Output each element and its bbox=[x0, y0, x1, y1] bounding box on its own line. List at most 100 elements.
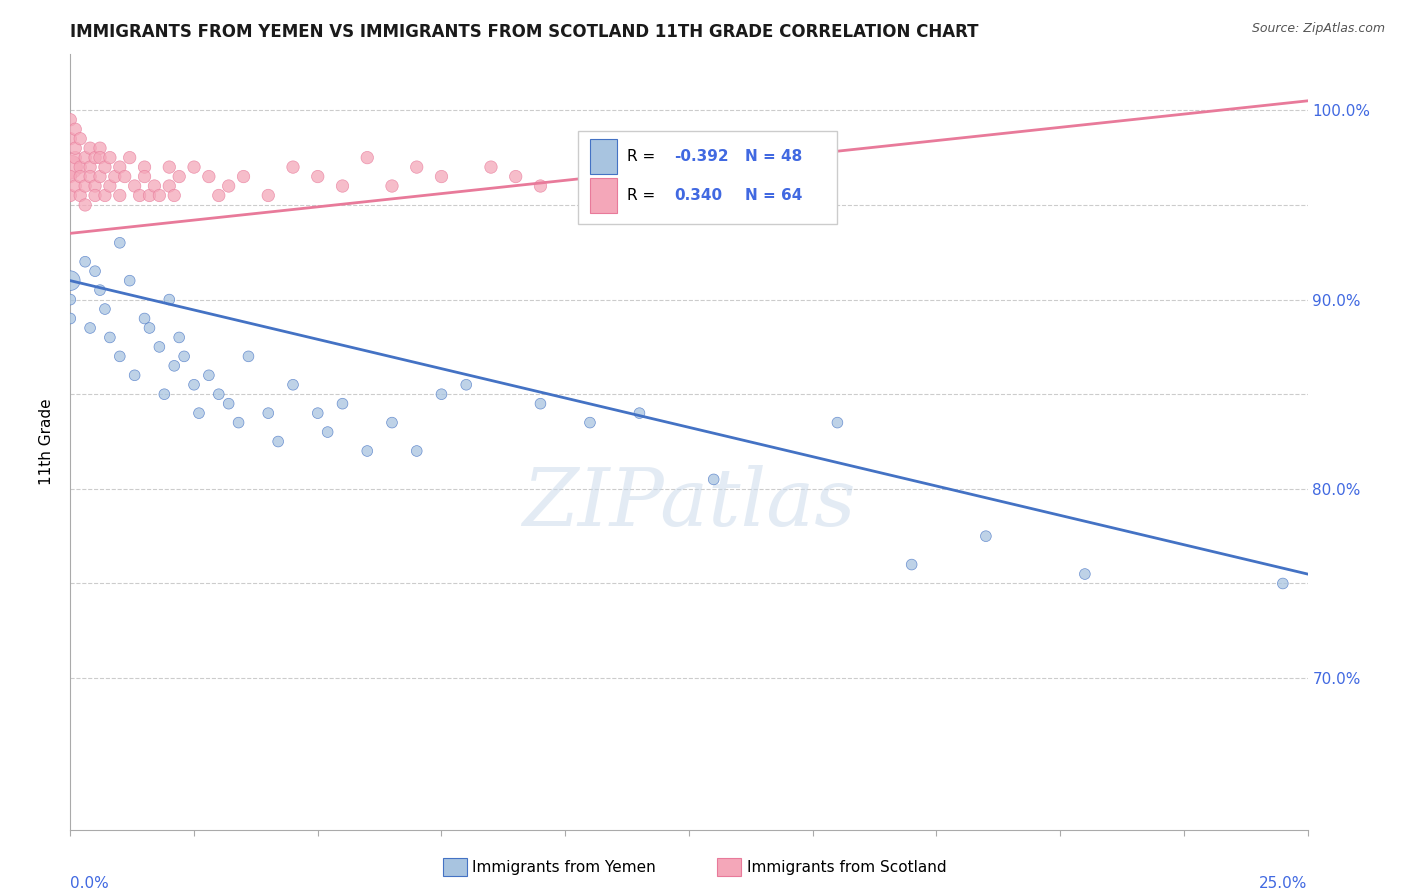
Point bbox=[69, 131, 91, 145]
Point bbox=[69, 169, 91, 184]
Point bbox=[89, 283, 111, 297]
Text: N = 64: N = 64 bbox=[745, 187, 801, 202]
Point bbox=[827, 416, 849, 430]
Point bbox=[75, 151, 97, 165]
Point bbox=[218, 179, 240, 194]
Point bbox=[98, 151, 121, 165]
Y-axis label: 11th Grade: 11th Grade bbox=[39, 398, 55, 485]
Point bbox=[59, 169, 82, 184]
Point bbox=[529, 179, 551, 194]
Point bbox=[479, 160, 502, 174]
Point bbox=[108, 235, 131, 250]
Point bbox=[307, 406, 329, 420]
Point bbox=[281, 160, 304, 174]
Point bbox=[75, 179, 97, 194]
Point bbox=[163, 188, 186, 202]
Point bbox=[257, 188, 280, 202]
Point bbox=[198, 169, 221, 184]
Text: IMMIGRANTS FROM YEMEN VS IMMIGRANTS FROM SCOTLAND 11TH GRADE CORRELATION CHART: IMMIGRANTS FROM YEMEN VS IMMIGRANTS FROM… bbox=[70, 23, 979, 41]
Point bbox=[134, 311, 156, 326]
Point bbox=[356, 444, 378, 458]
Point bbox=[579, 416, 602, 430]
Point bbox=[89, 169, 111, 184]
Point bbox=[579, 151, 602, 165]
Point bbox=[108, 160, 131, 174]
Point bbox=[98, 330, 121, 344]
Text: Immigrants from Scotland: Immigrants from Scotland bbox=[747, 860, 946, 874]
FancyBboxPatch shape bbox=[578, 131, 838, 224]
Text: 0.0%: 0.0% bbox=[70, 876, 110, 891]
Point bbox=[84, 179, 107, 194]
Point bbox=[157, 293, 180, 307]
Point bbox=[65, 141, 87, 155]
Point bbox=[65, 122, 87, 136]
Point bbox=[430, 387, 453, 401]
Point bbox=[167, 169, 190, 184]
Point bbox=[143, 179, 166, 194]
Point bbox=[628, 406, 651, 420]
Point bbox=[267, 434, 290, 449]
Point bbox=[529, 397, 551, 411]
Point bbox=[1271, 576, 1294, 591]
Point bbox=[124, 368, 146, 383]
Point bbox=[505, 169, 527, 184]
Point bbox=[108, 188, 131, 202]
Point bbox=[134, 160, 156, 174]
Point bbox=[316, 425, 339, 439]
Point bbox=[238, 350, 260, 364]
Point bbox=[405, 160, 427, 174]
Point bbox=[1074, 567, 1097, 582]
Point bbox=[148, 340, 170, 354]
Point bbox=[59, 274, 82, 288]
Point bbox=[118, 274, 141, 288]
Point bbox=[281, 377, 304, 392]
Point bbox=[652, 151, 675, 165]
Point bbox=[430, 169, 453, 184]
Point bbox=[89, 141, 111, 155]
Point bbox=[69, 160, 91, 174]
FancyBboxPatch shape bbox=[591, 139, 617, 174]
Text: R =: R = bbox=[627, 187, 661, 202]
Point bbox=[69, 188, 91, 202]
Point bbox=[173, 350, 195, 364]
Point bbox=[307, 169, 329, 184]
Point bbox=[65, 179, 87, 194]
Point bbox=[153, 387, 176, 401]
Point bbox=[157, 160, 180, 174]
Point bbox=[79, 321, 101, 335]
Text: 0.340: 0.340 bbox=[673, 187, 723, 202]
Text: 25.0%: 25.0% bbox=[1260, 876, 1308, 891]
Point bbox=[94, 188, 117, 202]
Point bbox=[167, 330, 190, 344]
Point bbox=[183, 377, 205, 392]
Text: N = 48: N = 48 bbox=[745, 149, 801, 164]
Point bbox=[974, 529, 997, 543]
Point bbox=[79, 141, 101, 155]
Text: R =: R = bbox=[627, 149, 661, 164]
Point bbox=[228, 416, 250, 430]
Text: -0.392: -0.392 bbox=[673, 149, 728, 164]
Point bbox=[163, 359, 186, 373]
Point bbox=[65, 151, 87, 165]
Point bbox=[124, 179, 146, 194]
Point bbox=[356, 151, 378, 165]
Text: ZIPatlas: ZIPatlas bbox=[522, 465, 856, 542]
Point bbox=[900, 558, 922, 572]
FancyBboxPatch shape bbox=[591, 178, 617, 212]
Point bbox=[84, 264, 107, 278]
Point bbox=[134, 169, 156, 184]
Point bbox=[79, 160, 101, 174]
Point bbox=[59, 188, 82, 202]
Point bbox=[381, 179, 404, 194]
Point bbox=[75, 254, 97, 268]
Text: Immigrants from Yemen: Immigrants from Yemen bbox=[472, 860, 657, 874]
Point bbox=[703, 472, 725, 486]
Point bbox=[188, 406, 211, 420]
Point bbox=[98, 179, 121, 194]
Point bbox=[218, 397, 240, 411]
Point bbox=[148, 188, 170, 202]
Point bbox=[257, 406, 280, 420]
Point bbox=[332, 397, 354, 411]
Point bbox=[118, 151, 141, 165]
Text: Source: ZipAtlas.com: Source: ZipAtlas.com bbox=[1251, 22, 1385, 36]
